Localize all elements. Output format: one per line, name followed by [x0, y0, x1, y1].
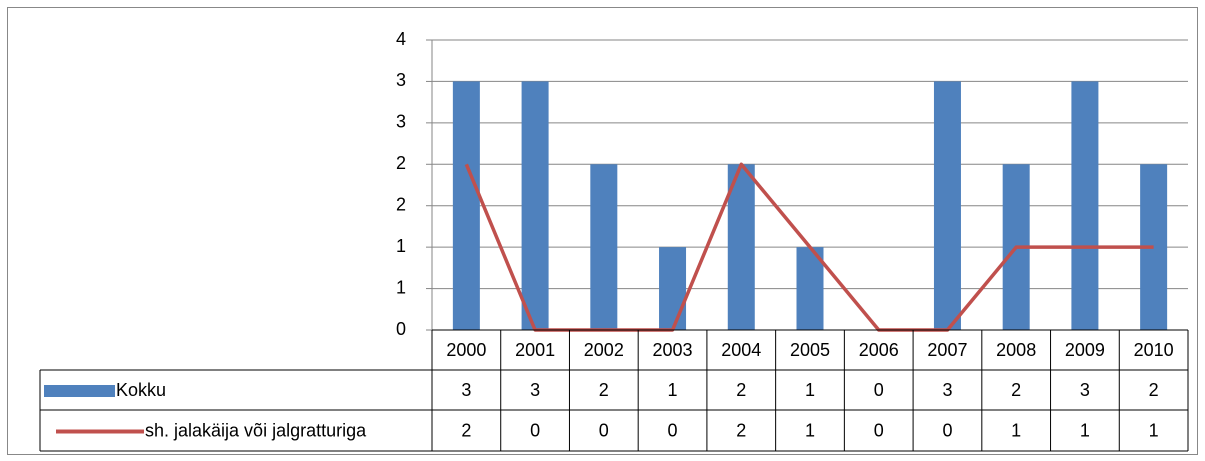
bar — [590, 164, 618, 330]
y-tick-label: 1 — [396, 236, 406, 256]
table-value: 1 — [1080, 420, 1090, 440]
table-value: 1 — [1011, 420, 1021, 440]
table-value: 3 — [461, 380, 471, 400]
table-value: 2 — [736, 380, 746, 400]
table-value: 2 — [1011, 380, 1021, 400]
table-value: 3 — [942, 380, 952, 400]
x-tick-label: 2004 — [721, 340, 761, 360]
legend-key — [44, 385, 115, 397]
table-value: 0 — [874, 380, 884, 400]
x-tick-label: 2001 — [515, 340, 555, 360]
bar — [933, 81, 961, 330]
y-tick-label: 2 — [396, 194, 406, 214]
table-value: 0 — [530, 420, 540, 440]
table-value: 0 — [668, 420, 678, 440]
x-tick-label: 2007 — [927, 340, 967, 360]
y-tick-label: 2 — [396, 153, 406, 173]
y-tick-label: 3 — [396, 112, 406, 132]
table-value: 1 — [805, 380, 815, 400]
legend-label: sh. jalakäija või jalgratturiga — [145, 420, 367, 440]
table-value: 1 — [1149, 420, 1159, 440]
bar — [452, 81, 480, 330]
x-tick-label: 2006 — [859, 340, 899, 360]
y-tick-label: 4 — [396, 29, 406, 49]
x-tick-label: 2000 — [446, 340, 486, 360]
x-tick-label: 2009 — [1065, 340, 1105, 360]
x-tick-label: 2003 — [653, 340, 693, 360]
table-value: 2 — [1149, 380, 1159, 400]
legend-label: Kokku — [116, 380, 166, 400]
table-value: 3 — [530, 380, 540, 400]
bar — [1071, 81, 1099, 330]
x-tick-label: 2005 — [790, 340, 830, 360]
x-tick-label: 2002 — [584, 340, 624, 360]
table-value: 3 — [1080, 380, 1090, 400]
y-tick-label: 1 — [396, 277, 406, 297]
table-value: 1 — [668, 380, 678, 400]
bar — [659, 247, 687, 330]
bar — [796, 247, 824, 330]
y-tick-label: 0 — [396, 319, 406, 339]
table-value: 0 — [599, 420, 609, 440]
table-value: 0 — [874, 420, 884, 440]
table-value: 0 — [942, 420, 952, 440]
table-value: 2 — [736, 420, 746, 440]
bar — [521, 81, 549, 330]
bar — [727, 164, 755, 330]
y-tick-label: 3 — [396, 70, 406, 90]
x-tick-label: 2008 — [996, 340, 1036, 360]
table-value: 1 — [805, 420, 815, 440]
table-value: 2 — [461, 420, 471, 440]
x-tick-label: 2010 — [1134, 340, 1174, 360]
table-value: 2 — [599, 380, 609, 400]
